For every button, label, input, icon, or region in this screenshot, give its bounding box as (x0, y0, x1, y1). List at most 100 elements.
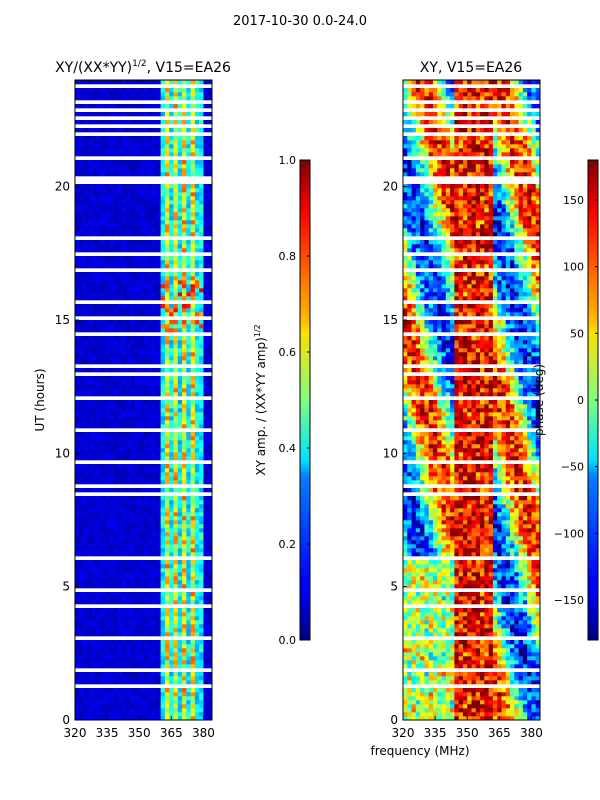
amp-cell (207, 96, 213, 101)
amp-cell (134, 524, 140, 529)
amp-cell (186, 416, 191, 421)
amp-cell (92, 616, 97, 621)
amp-cell (117, 216, 123, 221)
amp-cell (109, 136, 114, 141)
amp-cell (117, 392, 123, 397)
amp-cell (152, 328, 157, 333)
phase-cell (445, 708, 451, 713)
amp-cell (134, 204, 140, 209)
phase-cell (403, 716, 408, 721)
amp-cell (75, 544, 80, 549)
amp-cell (156, 232, 161, 237)
amp-cell (182, 512, 187, 517)
amp-cell (113, 504, 119, 509)
amp-cell (203, 608, 209, 613)
phase-cell (432, 624, 438, 629)
amp-cell (177, 512, 183, 517)
amp-cell (87, 352, 93, 357)
amp-cell (104, 672, 110, 677)
amp-cell (173, 144, 179, 149)
amp-cell (134, 616, 140, 621)
amp-cell (109, 592, 114, 597)
amp-cell (117, 224, 123, 229)
amp-cell (75, 652, 80, 657)
amp-cell (122, 276, 127, 281)
phase-cell (505, 692, 511, 697)
amp-cell (143, 644, 149, 649)
amp-cell (156, 600, 161, 605)
phase-cell (527, 680, 532, 685)
phase-cell (437, 676, 442, 681)
amp-cell (190, 312, 196, 317)
amp-cell (143, 400, 149, 405)
amp-cell (104, 560, 110, 565)
amp-cell (113, 256, 119, 261)
amp-cell (126, 676, 131, 681)
amp-cell (104, 308, 110, 313)
amp-cell (190, 424, 196, 429)
amp-cell (203, 104, 209, 109)
amp-cell (126, 512, 131, 517)
amp-cell (173, 496, 179, 501)
phase-cell (441, 704, 447, 709)
amp-cell (160, 352, 166, 357)
amp-cell (92, 692, 97, 697)
amp-cell (75, 340, 80, 345)
phase-cell (522, 716, 528, 721)
amp-cell (113, 584, 119, 589)
amp-cell (156, 312, 161, 317)
phase-cell (488, 696, 494, 701)
amp-cell (186, 192, 191, 197)
amp-cell (147, 436, 153, 441)
amp-cell (134, 696, 140, 701)
amp-cell (147, 380, 153, 385)
amp-cell (194, 420, 200, 425)
amp-cell (109, 248, 114, 253)
phase-cell (437, 672, 442, 677)
amp-cell (130, 540, 136, 545)
amp-cell (203, 228, 209, 233)
amp-cell (169, 544, 174, 549)
amp-cell (182, 476, 187, 481)
amp-cell (134, 320, 140, 325)
amp-cell (203, 212, 209, 217)
amp-cell (122, 340, 127, 345)
amp-cell (126, 256, 131, 261)
amp-cell (109, 432, 114, 437)
amp-cell (207, 136, 213, 141)
amp-cell (109, 216, 114, 221)
phase-cell (535, 660, 541, 665)
amp-cell (164, 692, 170, 697)
amp-cell (156, 380, 161, 385)
amp-cell (113, 660, 119, 665)
amp-cell (143, 368, 149, 373)
amp-cell (207, 304, 213, 309)
phase-cell (428, 700, 434, 705)
amp-cell (160, 480, 166, 485)
amp-cell (139, 692, 144, 697)
amp-cell (186, 624, 191, 629)
phase-cell (403, 708, 408, 713)
amp-cell (164, 508, 170, 513)
amp-cell (194, 496, 200, 501)
amp-cell (104, 148, 110, 153)
amp-cell (130, 504, 136, 509)
amp-cell (134, 488, 140, 493)
amp-cell (109, 644, 114, 649)
phase-cell (415, 632, 421, 637)
amp-cell (199, 608, 204, 613)
amp-cell (160, 496, 166, 501)
amp-cell (190, 552, 196, 557)
phase-cell (475, 708, 481, 713)
amp-cell (177, 388, 183, 393)
amp-cell (169, 596, 174, 601)
amp-cell (117, 592, 123, 597)
phase-cell (510, 632, 515, 637)
amp-cell (194, 620, 200, 625)
phase-cell (510, 640, 515, 645)
amp-cell (83, 424, 89, 429)
amp-cell (147, 360, 153, 365)
amp-cell (207, 436, 213, 441)
amp-cell (139, 480, 144, 485)
amp-cell (130, 572, 136, 577)
